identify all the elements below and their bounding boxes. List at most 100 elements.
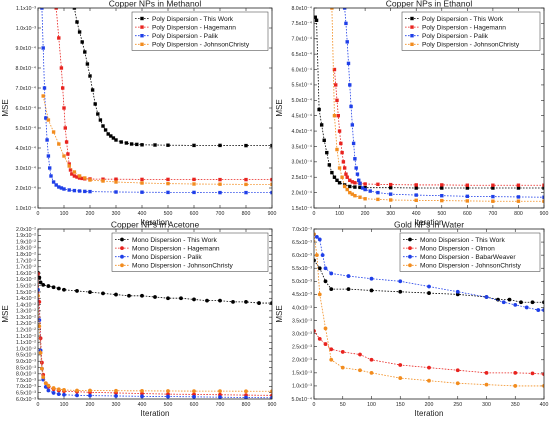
y-tick-label: 1.1x10⁻² (16, 334, 36, 340)
data-point (72, 188, 77, 193)
data-point (368, 189, 372, 193)
data-point (62, 287, 66, 292)
y-tick-label: 1.0x10⁻² (16, 346, 36, 352)
data-point (231, 299, 235, 304)
x-tick-label: 900 (540, 211, 549, 217)
data-point (440, 198, 444, 203)
data-point (388, 198, 393, 202)
data-point (62, 187, 66, 191)
data-point (124, 141, 129, 145)
data-point (329, 357, 334, 362)
data-point (101, 177, 105, 181)
data-point (67, 188, 71, 192)
legend-marker (410, 16, 414, 21)
y-tick-label: 2.0x10⁻² (16, 227, 36, 233)
y-tick-label: 1.7x10⁻² (16, 265, 36, 271)
data-point (358, 352, 362, 357)
data-point (192, 389, 196, 394)
legend-label: Mono Dispersion - JohnsonChristy (132, 263, 233, 270)
data-point (57, 185, 61, 189)
data-point (355, 172, 360, 176)
data-point (75, 393, 79, 398)
data-point (414, 186, 418, 190)
data-point (96, 112, 100, 116)
legend-marker (120, 254, 124, 259)
data-point (491, 194, 495, 199)
y-tick-label: 1.5x10⁻⁴ (291, 206, 312, 212)
data-point (369, 357, 374, 362)
data-point (322, 138, 326, 143)
data-point (317, 237, 322, 242)
data-point (101, 124, 105, 128)
x-tick-label: 500 (164, 402, 173, 408)
data-point (101, 179, 105, 183)
data-point (46, 154, 51, 158)
x-tick-label: 200 (425, 402, 434, 408)
y-tick-label: 6.0x10⁻³ (292, 253, 312, 259)
data-point (507, 297, 512, 302)
data-point (341, 160, 346, 164)
x-tick-label: 700 (489, 211, 498, 217)
data-point (46, 383, 51, 388)
data-point (101, 291, 105, 296)
data-point (484, 370, 489, 375)
data-point (342, 184, 347, 189)
data-point (465, 183, 470, 187)
data-point (332, 113, 337, 118)
data-point (192, 297, 196, 302)
data-point (192, 394, 196, 399)
data-point (357, 178, 361, 183)
x-tick-label: 200 (86, 211, 95, 217)
data-point (114, 180, 118, 184)
data-point (427, 284, 431, 289)
data-point (64, 140, 69, 144)
data-point (106, 132, 110, 136)
data-point (340, 365, 345, 370)
data-point (68, 168, 73, 172)
x-tick-label: 0 (313, 211, 316, 217)
data-point (166, 177, 170, 182)
legend-label: Poly Dispersion - Palik (422, 33, 489, 40)
data-point (353, 185, 357, 189)
data-point (88, 189, 92, 194)
data-point (114, 292, 118, 297)
y-tick-label: 4.0x10⁻³ (292, 305, 312, 311)
data-point (542, 199, 544, 203)
data-point (542, 183, 544, 187)
x-axis-label: Iteration (415, 218, 444, 227)
data-point (440, 183, 444, 187)
x-tick-label: 200 (361, 211, 370, 217)
x-tick-label: 300 (386, 211, 395, 217)
y-axis-label: MSE (1, 305, 10, 322)
data-point (218, 182, 222, 186)
x-tick-label: 700 (216, 211, 225, 217)
data-point (88, 290, 92, 295)
y-tick-label: 2.0x10⁻³ (292, 358, 312, 364)
y-tick-label: 1.4x10⁻² (16, 296, 36, 302)
y-tick-label: 3.5x10⁻⁴ (291, 144, 312, 150)
data-point (330, 170, 334, 175)
x-tick-label: 500 (164, 211, 173, 217)
data-point (192, 177, 196, 182)
data-point (166, 190, 170, 195)
legend-marker (120, 237, 124, 242)
data-point (465, 186, 470, 190)
data-point (363, 197, 367, 201)
chart-panel-1: Copper NPs in Methanol 0 100 200 300 400 500 60… (1, 0, 276, 227)
data-point (44, 116, 48, 120)
chart-title: Copper NPs in Ethanol (386, 0, 473, 9)
data-point (88, 393, 92, 398)
data-point (46, 284, 51, 288)
data-point (127, 293, 131, 298)
legend-label: Mono Dispersion - Hagemann (132, 245, 220, 252)
y-tick-label: 7.5x10⁻³ (16, 378, 36, 384)
data-point (244, 190, 248, 195)
data-point (388, 192, 393, 196)
legend-marker (120, 263, 124, 268)
chart-title: Copper NPs in Methanol (109, 0, 202, 9)
data-point (344, 21, 348, 26)
data-point (350, 192, 355, 196)
data-point (192, 190, 196, 195)
data-point (75, 388, 79, 393)
